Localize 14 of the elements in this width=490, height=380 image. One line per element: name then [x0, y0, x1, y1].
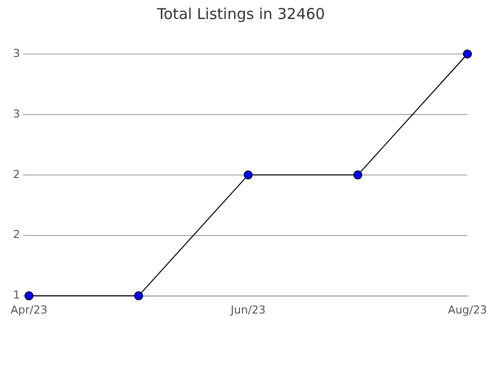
chart-title: Total Listings in 32460 — [156, 4, 325, 23]
y-tick-label: 3 — [13, 46, 20, 60]
point — [24, 291, 34, 300]
y-tick-label: 3 — [13, 107, 20, 120]
y-tick-label: 1 — [13, 288, 20, 302]
point — [353, 170, 362, 180]
x-tick-label: Apr/23 — [10, 303, 48, 316]
x-tick-label: Jun/23 — [230, 303, 266, 316]
y-tick-label: 2 — [13, 168, 20, 181]
y-tick-label: 2 — [13, 228, 20, 242]
point — [462, 50, 472, 58]
point — [244, 170, 253, 180]
x-tick-label: Aug/23 — [448, 303, 488, 316]
point — [134, 291, 144, 300]
